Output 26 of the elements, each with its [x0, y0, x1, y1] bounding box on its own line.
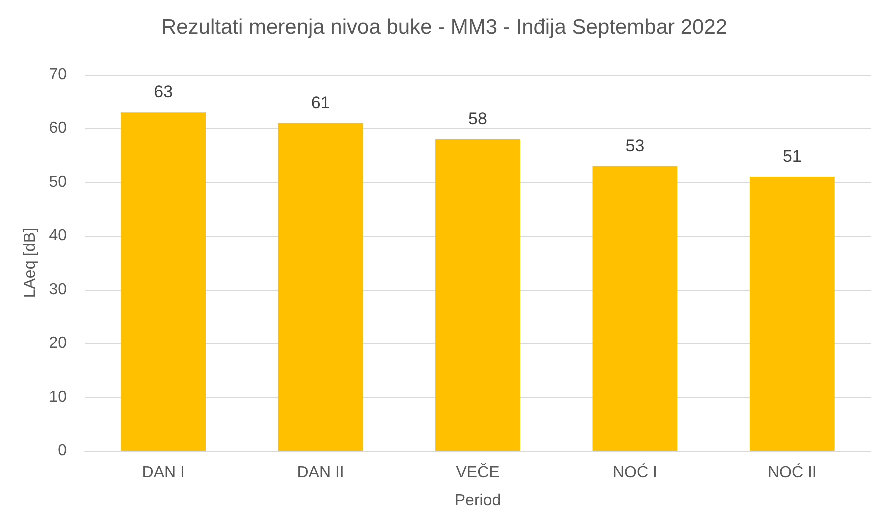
data-label: 58: [468, 109, 488, 128]
x-tick-label: NOĆ I: [612, 464, 658, 482]
x-tick-label: VEČE: [456, 464, 500, 482]
y-tick-label: 20: [49, 335, 68, 352]
bar: [278, 123, 364, 451]
y-tick-label: 50: [49, 174, 68, 191]
y-tick-label: 60: [49, 120, 68, 138]
y-tick-label: 70: [49, 66, 68, 84]
y-tick-label: 40: [49, 228, 68, 245]
y-tick-label: 0: [58, 442, 68, 460]
bar: [436, 139, 520, 451]
data-label: 61: [311, 93, 330, 112]
data-label: 63: [154, 82, 174, 102]
y-tick-label: 10: [49, 388, 68, 406]
x-tick-label: DAN I: [142, 464, 185, 482]
chart-title: Rezultati merenja nivoa buke - MM3 - Inđija Septembar 2022: [161, 16, 728, 39]
bar: [592, 166, 678, 451]
bar: [750, 177, 835, 451]
data-label: 53: [626, 136, 645, 156]
x-tick-label: NOĆ II: [768, 464, 817, 482]
x-tick-label: DAN II: [297, 464, 344, 482]
y-tick-label: 30: [49, 281, 68, 298]
x-axis-title: Period: [454, 492, 502, 510]
data-label: 51: [782, 147, 802, 166]
y-axis-title: LAeq [dB]: [22, 228, 39, 298]
bar: [121, 112, 206, 451]
